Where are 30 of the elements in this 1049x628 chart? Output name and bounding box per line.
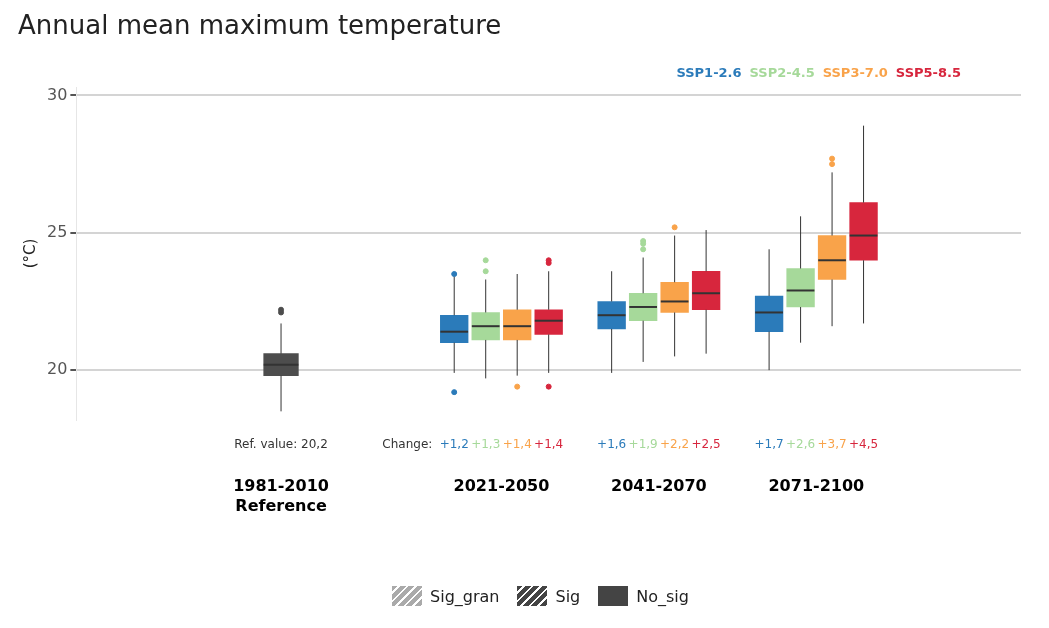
text: +2,2 <box>660 436 690 451</box>
y-tick-label: 20 <box>47 359 68 379</box>
text: SSP3-7.0 <box>822 64 888 80</box>
y-tick-label: 25 <box>47 221 68 241</box>
text: +1,4 <box>534 436 564 451</box>
x-tick-label: 1981-2010 Reference <box>233 476 329 515</box>
text: +1,6 <box>597 436 627 451</box>
text: +1,9 <box>628 436 658 451</box>
x-tick-label: 2021-2050 <box>453 476 550 496</box>
text: SSP5-8.5 <box>895 64 961 80</box>
text: +2,6 <box>786 436 816 451</box>
x-tick-label: 2071-2100 <box>768 476 865 496</box>
text: +1,3 <box>471 436 501 451</box>
text: Sig <box>555 586 581 606</box>
text: Sig_gran <box>430 586 500 606</box>
text: SSP1-2.6 <box>676 64 742 80</box>
chart-title: Annual mean maximum temperature <box>18 10 502 41</box>
text: +1,4 <box>502 436 532 451</box>
text: Ref. value: 20,2 <box>234 436 328 451</box>
text: SSP2-4.5 <box>749 64 815 80</box>
text: +1,2 <box>439 436 469 451</box>
text: +1,7 <box>754 436 784 451</box>
y-axis-title: (°C) <box>20 238 39 269</box>
text: +4,5 <box>848 436 879 451</box>
text: No_sig <box>636 586 689 606</box>
x-tick-label: 2041-2070 <box>611 476 707 496</box>
text: +2,5 <box>691 436 721 451</box>
y-tick-label: 30 <box>47 84 68 104</box>
text: Change: <box>382 436 433 451</box>
text: +3,7 <box>817 436 847 451</box>
